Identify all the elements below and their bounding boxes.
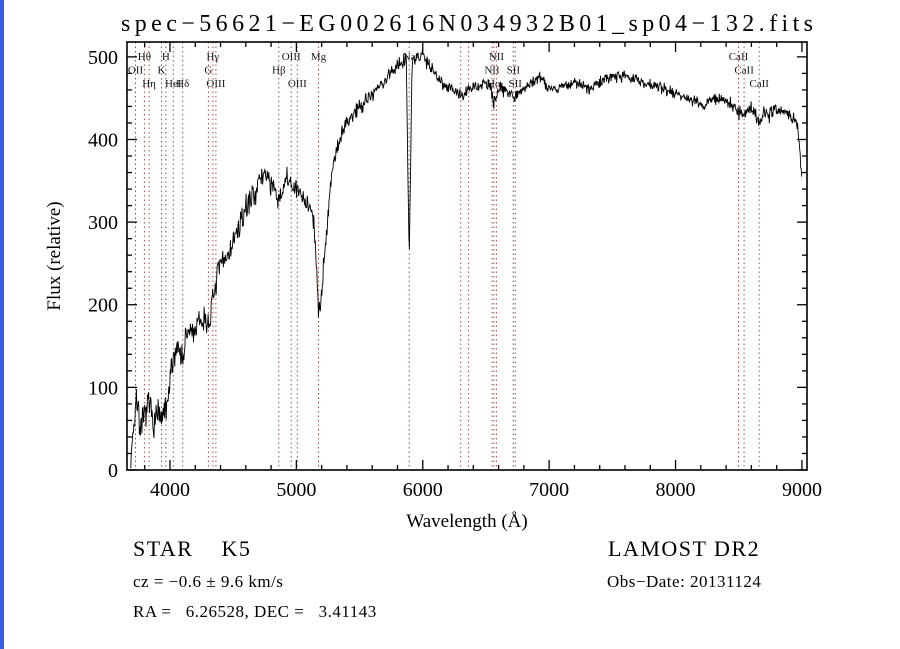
svg-text:SII: SII [508,78,522,90]
left-edge-accent [0,0,4,649]
svg-text:400: 400 [88,129,118,151]
svg-text:8000: 8000 [656,479,696,501]
x-tick-labels: 4000 5000 6000 7000 8000 9000 [150,479,822,501]
svg-text:Hβ: Hβ [272,65,286,77]
svg-text:OII: OII [128,65,144,77]
svg-text:0: 0 [108,460,118,482]
svg-text:6000: 6000 [403,479,443,501]
svg-text:Mg: Mg [311,51,327,63]
svg-text:4000: 4000 [150,479,190,501]
obs-date: Obs−Date: 20131124 [607,572,762,591]
svg-text:Hγ: Hγ [206,51,219,63]
ra-dec-coords: RA = 6.26528, DEC = 3.41143 [133,602,377,621]
svg-text:NII: NII [484,65,500,77]
svg-text:K: K [158,65,166,77]
svg-text:7000: 7000 [529,479,569,501]
object-class-label: STAR K5 [133,536,252,561]
svg-text:OIII: OIII [288,78,307,90]
svg-text:HeI: HeI [165,78,182,90]
svg-text:100: 100 [88,377,118,399]
svg-text:Hδ: Hδ [176,78,189,90]
y-tick-labels: 0 100 200 300 400 500 [88,47,118,482]
svg-text:NII: NII [489,51,505,63]
svg-text:OIII: OIII [206,78,225,90]
svg-text:H: H [162,51,170,63]
svg-text:9000: 9000 [782,479,822,501]
plot-title: spec−56621−EG002616N034932B01_sp04−132.f… [121,11,813,37]
spectrum-line [130,49,803,469]
svg-text:CaII: CaII [749,78,769,90]
svg-text:Hη: Hη [142,78,156,90]
spectral-feature-lines [135,42,760,470]
svg-text:500: 500 [88,47,118,69]
x-axis-label: Wavelength (Å) [406,511,527,532]
survey-label: LAMOST DR2 [608,536,761,561]
svg-text:G: G [204,65,212,77]
svg-text:5000: 5000 [276,479,316,501]
svg-text:300: 300 [88,212,118,234]
svg-text:SII: SII [507,65,521,77]
axis-ticks [127,42,807,471]
svg-text:CaII: CaII [734,65,754,77]
svg-text:CaII: CaII [729,51,749,63]
plot-frame [126,41,808,471]
cz-value: cz = −0.6 ± 9.6 km/s [133,572,284,591]
svg-text:200: 200 [88,295,118,317]
y-axis-label: Flux (relative) [44,201,65,310]
svg-text:Hθ: Hθ [138,51,151,63]
svg-text:OIII: OIII [282,51,301,63]
